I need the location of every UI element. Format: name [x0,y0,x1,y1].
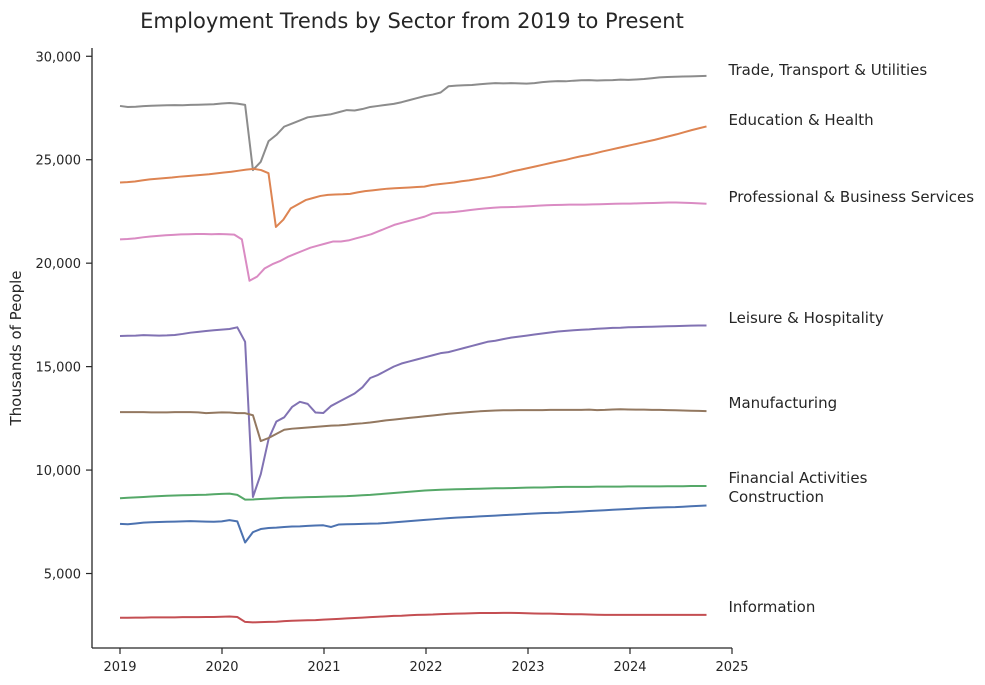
y-tick-label: 5,000 [44,568,81,583]
series-line-education-health [119,125,707,228]
y-tick-label: 30,000 [36,50,82,65]
series-label-construction: Construction [729,488,825,506]
y-axis-label: Thousands of People [7,270,25,426]
series-label-professional-business-services: Professional & Business Services [729,188,975,206]
series-label-trade-transport-utilities: Trade, Transport & Utilities [728,61,928,79]
x-tick-label: 2025 [715,660,748,675]
plot-lines [119,74,707,624]
series-line-information [120,611,707,624]
x-tick-label: 2020 [205,660,238,675]
x-tick-label: 2023 [511,660,544,675]
series-line-manufacturing [120,408,707,443]
series-line-leisure-hospitality [119,324,707,498]
y-tick-label: 10,000 [36,464,82,479]
y-tick-label: 15,000 [36,361,82,376]
x-tick-label: 2024 [613,660,646,675]
series-label-leisure-hospitality: Leisure & Hospitality [729,309,884,327]
chart-title: Employment Trends by Sector from 2019 to… [140,9,684,33]
x-tick-label: 2022 [409,660,442,675]
series-labels: Trade, Transport & Utilities Education & … [728,61,975,616]
series-line-trade-transport-utilities [119,74,707,172]
series-label-education-health: Education & Health [729,111,874,129]
series-label-financial-activities: Financial Activities [729,469,868,487]
axes: 5,000 10,000 15,000 20,000 25,000 30,000 2019 2… [36,48,749,675]
series-label-information: Information [729,598,816,616]
series-line-financial-activities [119,485,707,501]
series-line-professional-business-services [119,201,707,282]
series-line-construction [119,504,707,544]
series-label-manufacturing: Manufacturing [729,394,838,412]
y-tick-label: 25,000 [36,154,82,169]
x-tick-label: 2021 [307,660,340,675]
y-tick-label: 20,000 [36,257,82,272]
x-tick-label: 2019 [103,660,136,675]
